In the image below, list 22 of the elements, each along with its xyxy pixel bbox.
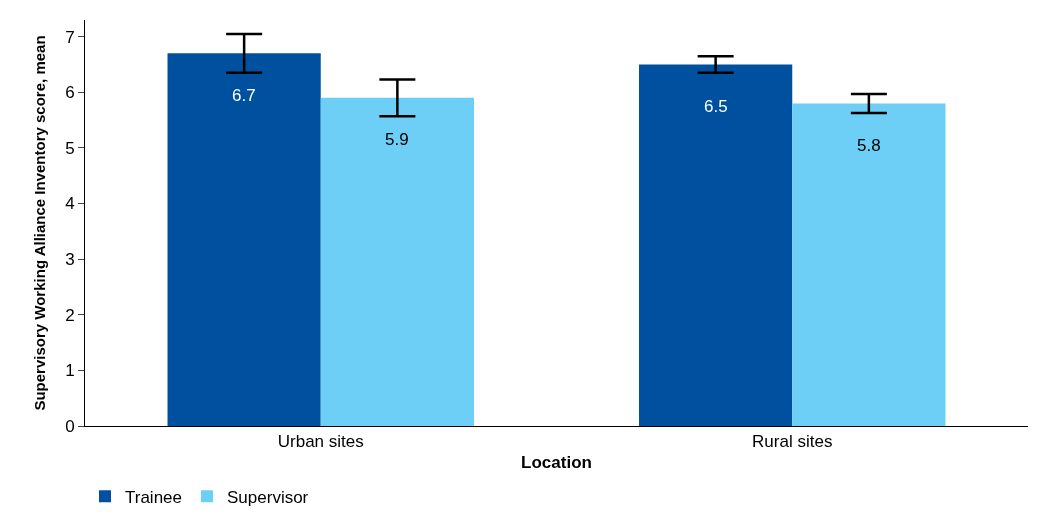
y-tick-label: 2 bbox=[65, 305, 75, 325]
data-label: 6.7 bbox=[232, 86, 256, 105]
y-tick-label: 1 bbox=[65, 361, 75, 381]
data-label: 5.9 bbox=[385, 130, 409, 149]
data-label: 5.8 bbox=[857, 136, 881, 155]
x-tick-label: Urban sites bbox=[277, 432, 364, 452]
bar bbox=[792, 103, 946, 426]
x-tick-label: Rural sites bbox=[752, 432, 833, 452]
y-tick-label: 3 bbox=[65, 250, 75, 270]
y-tick-label: 5 bbox=[65, 138, 75, 158]
y-tick-label: 4 bbox=[65, 194, 75, 214]
legend-label: Supervisor bbox=[227, 487, 309, 507]
y-tick-label: 0 bbox=[65, 416, 75, 436]
y-tick-label: 6 bbox=[65, 83, 75, 103]
y-axis-title: Supervisory Working Alliance Inventory score, mean bbox=[31, 35, 49, 411]
data-label: 6.5 bbox=[704, 97, 728, 116]
y-tick-label: 7 bbox=[65, 27, 75, 47]
bar bbox=[639, 64, 793, 426]
bar bbox=[320, 97, 474, 426]
bar bbox=[167, 53, 321, 426]
x-axis-title: Location bbox=[521, 452, 592, 472]
legend-label: Trainee bbox=[125, 487, 183, 507]
